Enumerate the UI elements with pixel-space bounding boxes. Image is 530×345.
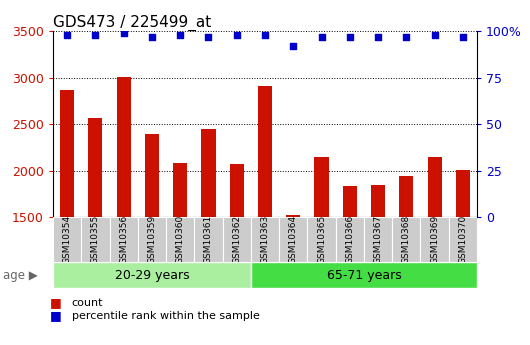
Text: ■: ■ bbox=[50, 309, 61, 322]
Bar bbox=[307, 217, 335, 262]
Text: GSM10359: GSM10359 bbox=[147, 215, 156, 264]
Text: GSM10363: GSM10363 bbox=[261, 215, 269, 264]
Bar bbox=[81, 217, 110, 262]
Bar bbox=[428, 157, 441, 345]
Text: GSM10368: GSM10368 bbox=[402, 215, 411, 264]
Bar bbox=[392, 217, 420, 262]
Bar bbox=[166, 217, 195, 262]
Bar bbox=[343, 186, 357, 345]
Bar bbox=[173, 163, 187, 345]
Bar bbox=[314, 157, 329, 345]
Point bbox=[63, 32, 72, 38]
Bar bbox=[456, 170, 470, 345]
Bar bbox=[195, 217, 223, 262]
Point bbox=[374, 34, 382, 39]
Bar bbox=[251, 217, 279, 262]
Bar bbox=[117, 77, 131, 345]
Text: age ▶: age ▶ bbox=[3, 269, 38, 282]
Text: GSM10354: GSM10354 bbox=[63, 215, 72, 264]
Bar bbox=[449, 217, 477, 262]
Text: GSM10366: GSM10366 bbox=[346, 215, 354, 264]
Text: GSM10367: GSM10367 bbox=[374, 215, 383, 264]
Text: GSM10364: GSM10364 bbox=[289, 215, 298, 264]
Bar bbox=[286, 216, 301, 345]
Point bbox=[430, 32, 439, 38]
Bar bbox=[223, 217, 251, 262]
Bar bbox=[89, 118, 102, 345]
Bar bbox=[53, 217, 81, 262]
Bar bbox=[60, 90, 74, 345]
Text: GSM10362: GSM10362 bbox=[232, 215, 241, 264]
Point bbox=[317, 34, 326, 39]
Text: count: count bbox=[72, 298, 103, 308]
Bar bbox=[420, 217, 449, 262]
Bar bbox=[279, 217, 307, 262]
Text: GSM10365: GSM10365 bbox=[317, 215, 326, 264]
Text: 65-71 years: 65-71 years bbox=[326, 269, 401, 282]
Bar bbox=[138, 217, 166, 262]
Point bbox=[233, 32, 241, 38]
Text: percentile rank within the sample: percentile rank within the sample bbox=[72, 311, 259, 321]
Bar bbox=[399, 176, 413, 345]
Text: GSM10361: GSM10361 bbox=[204, 215, 213, 264]
Text: GDS473 / 225499_at: GDS473 / 225499_at bbox=[53, 15, 211, 31]
Bar bbox=[335, 217, 364, 262]
Bar bbox=[371, 185, 385, 345]
Bar bbox=[258, 86, 272, 345]
Bar bbox=[145, 135, 159, 345]
Text: GSM10360: GSM10360 bbox=[176, 215, 184, 264]
Bar bbox=[251, 262, 477, 288]
Bar bbox=[364, 217, 392, 262]
Point bbox=[148, 34, 156, 39]
Text: GSM10356: GSM10356 bbox=[119, 215, 128, 264]
Point bbox=[289, 43, 297, 49]
Point bbox=[119, 30, 128, 36]
Point bbox=[261, 32, 269, 38]
Point bbox=[91, 32, 100, 38]
Point bbox=[204, 34, 213, 39]
Text: GSM10369: GSM10369 bbox=[430, 215, 439, 264]
Point bbox=[346, 34, 354, 39]
Text: GSM10355: GSM10355 bbox=[91, 215, 100, 264]
Text: ■: ■ bbox=[50, 296, 61, 309]
Bar bbox=[229, 164, 244, 345]
Point bbox=[458, 34, 467, 39]
Point bbox=[402, 34, 411, 39]
Bar bbox=[201, 129, 216, 345]
Text: GSM10370: GSM10370 bbox=[458, 215, 467, 264]
Bar bbox=[110, 217, 138, 262]
Text: 20-29 years: 20-29 years bbox=[114, 269, 189, 282]
Point bbox=[176, 32, 184, 38]
Bar bbox=[53, 262, 251, 288]
